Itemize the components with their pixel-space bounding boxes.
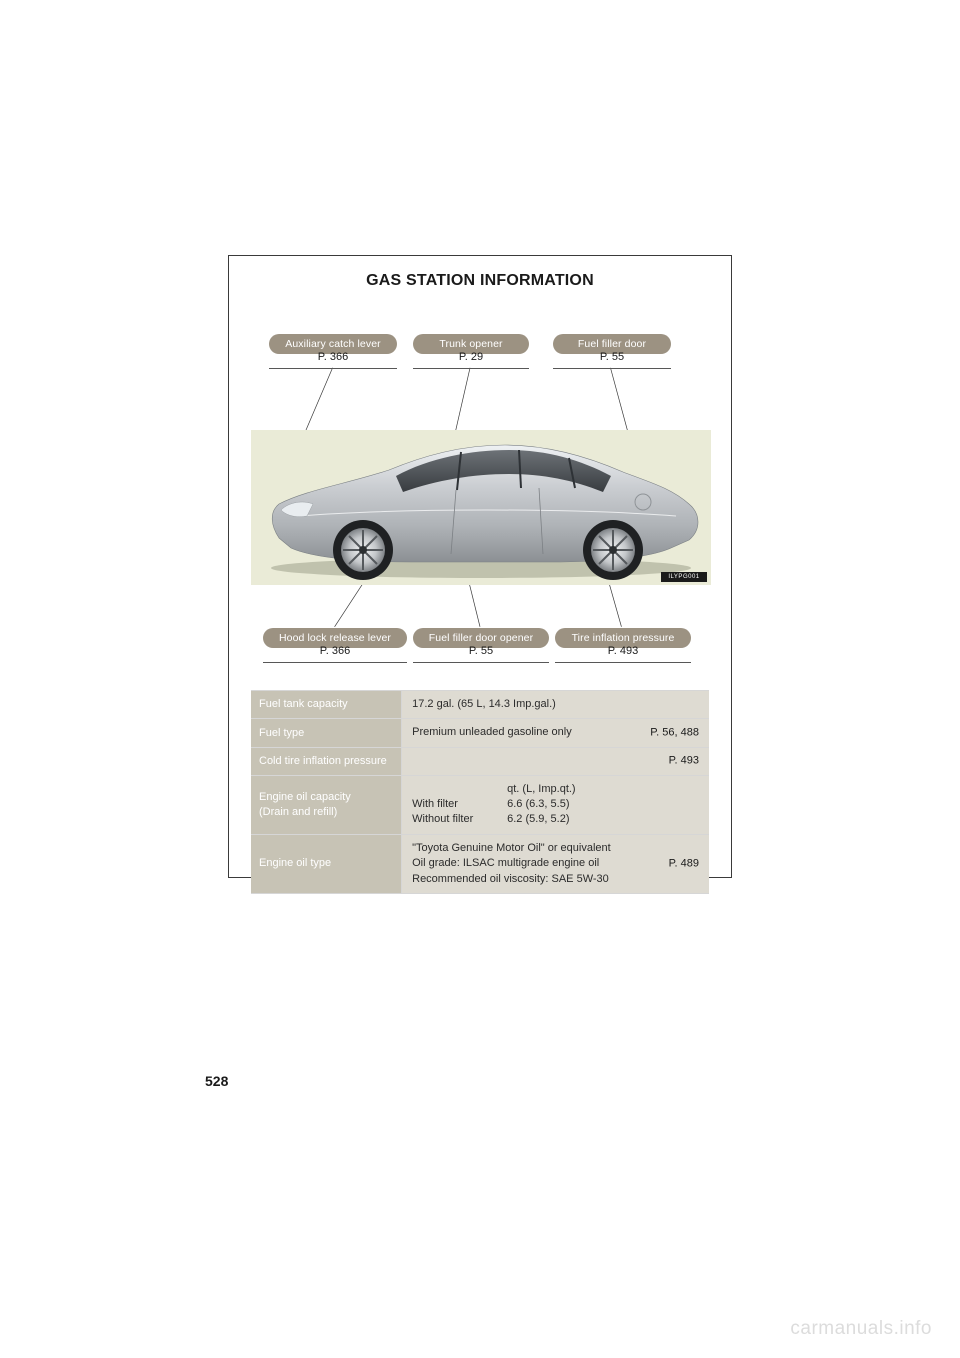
callout-bottom-rule-2 [555, 662, 691, 663]
spec-row-2: Cold tire inflation pressure P. 493 [251, 747, 709, 775]
spec-value-1: Premium unleaded gasoline onlyP. 56, 488 [402, 719, 709, 746]
callout-bottom-ref-2: P. 493 [555, 645, 691, 657]
spec-label-4: Engine oil type [251, 835, 402, 893]
page: GAS STATION INFORMATION Auxiliary catch … [0, 0, 960, 1358]
spec-table: Fuel tank capacity17.2 gal. (65 L, 14.3 … [251, 690, 709, 894]
car-svg [251, 430, 711, 585]
spec-ref-1: P. 56, 488 [650, 725, 699, 740]
spec-row-0: Fuel tank capacity17.2 gal. (65 L, 14.3 … [251, 690, 709, 718]
diagram-caption: ILYPG001 [661, 572, 707, 582]
car-illustration: ILYPG001 [251, 430, 711, 585]
spec-ref-2: P. 493 [669, 754, 699, 769]
spec-row-4: Engine oil type"Toyota Genuine Motor Oil… [251, 834, 709, 894]
spec-ref-4: P. 489 [669, 856, 699, 871]
front-wheel [333, 520, 393, 580]
spec-value-2: P. 493 [402, 748, 709, 775]
spec-row-1: Fuel typePremium unleaded gasoline onlyP… [251, 718, 709, 746]
spec-value-3: qt. (L, Imp.qt.)With filter6.6 (6.3, 5.5… [402, 776, 709, 834]
callout-bottom-ref-0: P. 366 [263, 645, 407, 657]
rear-wheel [583, 520, 643, 580]
spec-label-2: Cold tire inflation pressure [251, 748, 402, 775]
spec-label-3: Engine oil capacity(Drain and refill) [251, 776, 402, 834]
spec-value-4: "Toyota Genuine Motor Oil" or equivalent… [402, 835, 709, 893]
watermark: carmanuals.info [790, 1318, 932, 1340]
spec-row-3: Engine oil capacity(Drain and refill)qt.… [251, 775, 709, 834]
spec-value-0: 17.2 gal. (65 L, 14.3 Imp.gal.) [402, 691, 709, 718]
spec-label-0: Fuel tank capacity [251, 691, 402, 718]
callout-bottom-rule-1 [413, 662, 549, 663]
page-number: 528 [205, 1073, 228, 1089]
callout-bottom-ref-1: P. 55 [413, 645, 549, 657]
info-panel: GAS STATION INFORMATION Auxiliary catch … [228, 255, 732, 878]
spec-label-1: Fuel type [251, 719, 402, 746]
callout-bottom-rule-0 [263, 662, 407, 663]
